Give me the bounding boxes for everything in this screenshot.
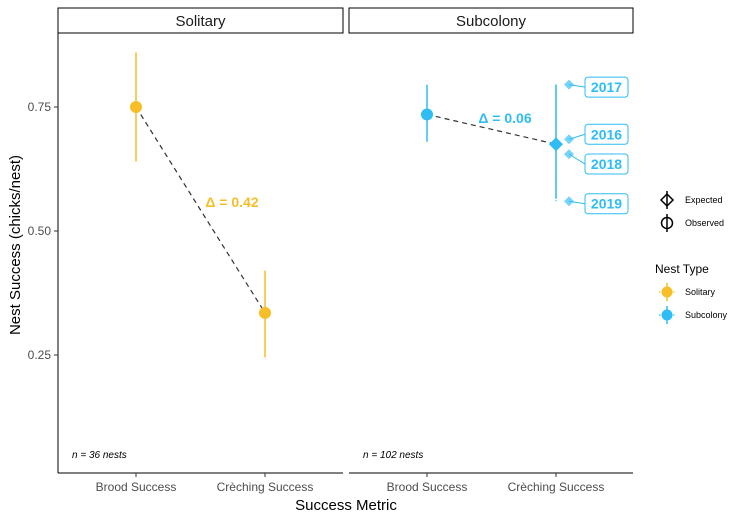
facet-strip-label: Subcolony bbox=[456, 13, 527, 30]
delta-label: Δ = 0.42 bbox=[205, 194, 258, 210]
legend-color-key bbox=[661, 309, 673, 321]
year-label-box bbox=[584, 153, 629, 175]
legend-circle-key bbox=[660, 216, 674, 230]
y-tick-label: 0.25 bbox=[28, 348, 52, 362]
legend-title: Nest Type bbox=[655, 262, 709, 276]
sample-size-label: n = 102 nests bbox=[363, 450, 423, 461]
legend-shape-label: Expected bbox=[685, 195, 723, 205]
x-tick-label: Crèching Success bbox=[508, 480, 605, 494]
legend-diamond-key bbox=[659, 192, 675, 208]
year-label: 2017 bbox=[591, 79, 622, 95]
observed-point-marker bbox=[130, 101, 142, 113]
connector-line bbox=[135, 106, 266, 314]
facet-strip-label: Solitary bbox=[175, 13, 226, 30]
x-tick-label: Brood Success bbox=[387, 480, 468, 494]
y-tick-label: 0.50 bbox=[28, 224, 52, 238]
expected-point-marker bbox=[564, 196, 574, 207]
year-label: 2018 bbox=[591, 156, 622, 172]
sample-size-label: n = 36 nests bbox=[72, 450, 127, 461]
year-label-box bbox=[584, 193, 629, 215]
expected-point-marker bbox=[564, 134, 574, 145]
y-tick-label: 0.75 bbox=[28, 100, 52, 114]
y-axis-title: Nest Success (chicks/nest) bbox=[7, 155, 24, 335]
x-tick-label: Brood Success bbox=[96, 480, 177, 494]
legend-shape-label: Observed bbox=[685, 218, 724, 228]
observed-point-marker bbox=[421, 108, 433, 121]
connector-line bbox=[426, 113, 557, 145]
year-label-box bbox=[584, 123, 629, 145]
mean-expected-marker bbox=[549, 137, 563, 152]
year-label: 2016 bbox=[591, 126, 622, 142]
x-axis-title: Success Metric bbox=[295, 497, 397, 514]
x-tick-label: Crèching Success bbox=[217, 480, 314, 494]
delta-label: Δ = 0.06 bbox=[478, 110, 531, 126]
expected-point-marker bbox=[564, 79, 574, 90]
expected-point-marker bbox=[564, 149, 574, 160]
legend-color-label: Subcolony bbox=[685, 310, 728, 320]
year-label: 2019 bbox=[591, 196, 622, 212]
observed-point-marker bbox=[259, 306, 271, 319]
legend-color-label: Solitary bbox=[685, 287, 716, 297]
facet-strip bbox=[57, 7, 344, 34]
facet-strip bbox=[348, 7, 634, 34]
legend-color-key bbox=[661, 286, 673, 298]
year-label-box bbox=[584, 76, 629, 98]
